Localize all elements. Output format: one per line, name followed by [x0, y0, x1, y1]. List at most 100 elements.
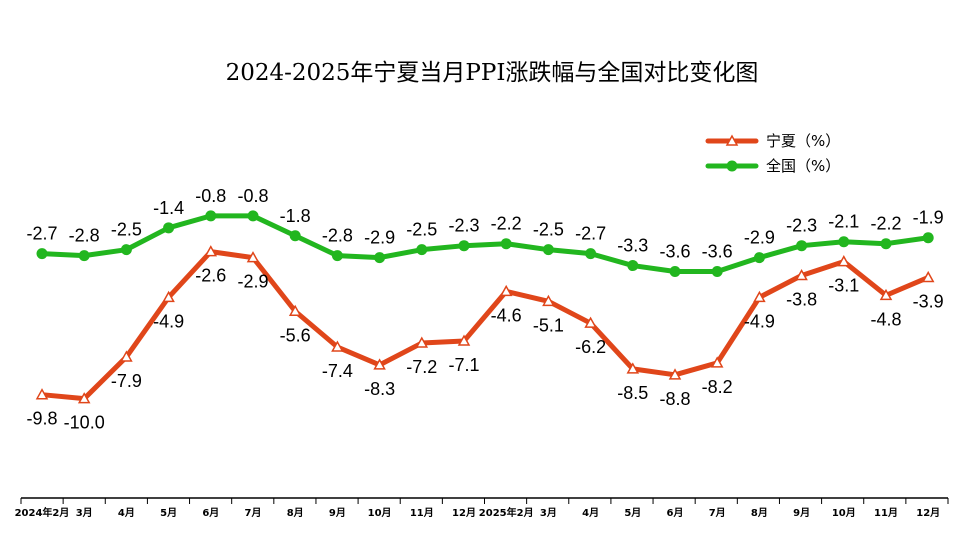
legend: 宁夏（%） 全国（%） [705, 132, 840, 175]
legend-label: 宁夏（%） [766, 132, 840, 150]
data-point [837, 255, 851, 267]
data-point [120, 244, 132, 256]
data-point [838, 236, 850, 248]
data-point [710, 356, 724, 368]
data-point [585, 248, 597, 260]
data-point [204, 245, 218, 257]
x-tick-label: 10月 [832, 507, 856, 519]
data-label: -4.9 [744, 311, 775, 331]
x-axis: 2024年2月 3月 4月 5月 6月 7月 8月 9月 10月 11月 12月 2025年2月 3月 4… [15, 497, 949, 519]
data-label: -2.2 [870, 214, 901, 234]
data-label: -2.1 [828, 212, 859, 232]
data-point [711, 266, 723, 278]
data-label: -4.6 [491, 305, 522, 325]
data-label: -2.9 [364, 228, 395, 248]
data-point [584, 316, 597, 328]
data-point [289, 230, 301, 242]
data-point [626, 362, 640, 374]
data-point [753, 290, 766, 303]
data-point [373, 358, 386, 370]
x-tick-label: 8月 [287, 507, 304, 519]
data-label: -3.1 [828, 276, 859, 296]
data-label: -9.8 [26, 409, 57, 429]
data-point [416, 244, 428, 256]
data-point [374, 252, 386, 264]
data-label: -0.8 [237, 186, 268, 206]
data-label: -3.6 [659, 242, 690, 262]
data-point [458, 240, 470, 252]
x-tick-label: 5月 [160, 507, 177, 519]
data-label: -8.8 [659, 389, 690, 409]
x-tick-label: 7月 [245, 507, 262, 519]
legend-label: 全国（%） [766, 157, 840, 175]
chart-title: 2024-2025年宁夏当月PPI涨跌幅与全国对比变化图 [226, 60, 759, 86]
data-label: -3.3 [617, 236, 648, 256]
data-label: -5.1 [533, 315, 564, 335]
data-label: -2.3 [786, 216, 817, 236]
data-label: -1.4 [153, 198, 184, 218]
data-label: -8.3 [364, 379, 395, 399]
data-point [36, 248, 48, 260]
data-point [246, 251, 260, 263]
data-point [415, 336, 429, 348]
data-label: -7.1 [448, 355, 479, 375]
data-point [499, 284, 513, 297]
data-label: -7.9 [111, 371, 142, 391]
data-label: -5.6 [280, 325, 311, 345]
data-point [120, 350, 133, 362]
x-tick-label: 11月 [410, 507, 434, 519]
data-label: -3.8 [786, 289, 817, 309]
data-point [288, 304, 302, 317]
data-point [35, 388, 49, 400]
data-point [880, 238, 892, 250]
data-point [331, 250, 343, 262]
x-tick-label: 3月 [76, 507, 93, 519]
data-label: -7.2 [406, 357, 437, 377]
data-label: -3.6 [702, 242, 733, 262]
series-line [39, 249, 931, 402]
data-label: -2.7 [26, 224, 57, 244]
x-tick-label: 11月 [874, 507, 898, 519]
x-tick-label: 4月 [582, 507, 599, 519]
data-point [542, 294, 555, 307]
data-point [922, 232, 934, 244]
legend-marker [725, 134, 739, 146]
x-tick-label: 7月 [709, 507, 726, 519]
x-tick-label: 10月 [368, 507, 392, 519]
x-tick-label: 5月 [624, 507, 641, 519]
data-point [542, 244, 554, 256]
x-tick-label: 2024年2月 [15, 506, 70, 519]
x-tick-label: 6月 [667, 507, 684, 519]
data-label: -10.0 [64, 413, 105, 433]
data-point [78, 250, 90, 262]
data-point [627, 260, 639, 272]
data-labels: -9.8 -10.0 -7.9 -4.9 -2.6 -2.9 -5.6 -7.4 -8.3 -7.… [26, 186, 943, 433]
data-label: -8.5 [617, 383, 648, 403]
data-label: -2.9 [237, 272, 268, 292]
legend-marker [726, 160, 738, 172]
data-point [163, 222, 175, 234]
x-tick-label: 4月 [118, 507, 135, 519]
data-label: -2.5 [111, 220, 142, 240]
data-label: -2.5 [406, 220, 437, 240]
data-label: -0.8 [195, 186, 226, 206]
data-label: -2.5 [533, 220, 564, 240]
data-point [457, 334, 471, 346]
x-tick-label: 2025年2月 [479, 506, 534, 519]
data-point [921, 270, 935, 283]
data-point [77, 392, 91, 404]
data-label: -2.2 [491, 214, 522, 234]
data-label: -2.6 [195, 266, 226, 286]
data-point [753, 252, 765, 264]
x-tick-label: 9月 [793, 507, 810, 519]
data-point [795, 268, 808, 281]
x-tick-label: 8月 [751, 507, 768, 519]
data-point [796, 240, 808, 252]
x-tick-label: 3月 [540, 507, 557, 519]
data-point [500, 238, 512, 250]
series-layer [35, 210, 935, 404]
data-label: -1.9 [913, 208, 944, 228]
data-point [669, 266, 681, 278]
data-point [879, 288, 893, 301]
